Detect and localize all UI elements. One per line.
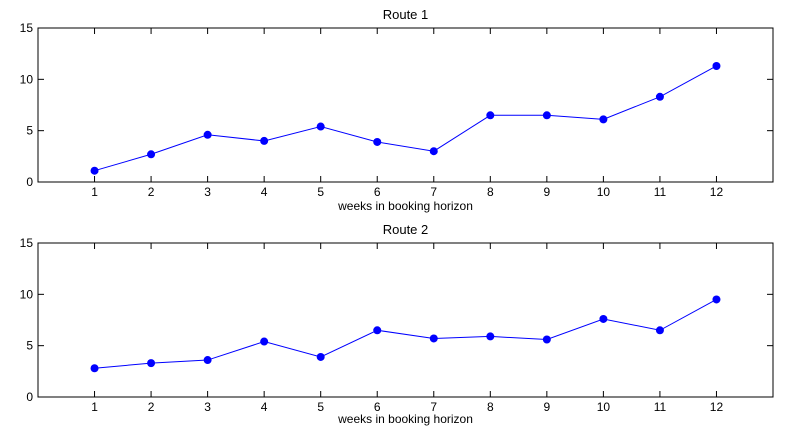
route-1-y-tick-label: 10 [20,72,34,86]
route-1-y-tick-label: 0 [26,175,33,189]
route-1-x-tick-label: 1 [91,185,98,199]
route-1-title: Route 1 [383,7,429,22]
route-1-x-tick-label: 7 [430,185,437,199]
route-1-x-tick-label: 3 [204,185,211,199]
route-1-data-point [90,166,99,175]
route-1-x-tick-label: 6 [374,185,381,199]
route-2-y-tick-label: 5 [26,339,33,353]
route-2-x-tick-label: 5 [317,400,324,414]
route-2-x-tick-label: 1 [91,400,98,414]
route-2-x-tick-label: 12 [710,400,724,414]
route-1-data-point [260,136,269,145]
route-1-x-tick-label: 9 [544,185,551,199]
route-1-x-tick-label: 10 [597,185,611,199]
route-2-data-point [316,352,325,361]
route-2-x-tick-label: 6 [374,400,381,414]
route-2-data-point [542,335,551,344]
route-2-x-tick-label: 11 [654,400,667,414]
route-2-x-tick-label: 3 [204,400,211,414]
route-2-x-tick-label: 9 [544,400,551,414]
route-1-x-tick-label: 8 [487,185,494,199]
route-1-data-point [373,137,382,146]
route-1-x-tick-label: 4 [261,185,268,199]
route-1-data-point [316,122,325,131]
route-2-series-line [94,299,717,369]
route-2-data-point [712,295,721,304]
route-1-data-point [712,61,721,70]
route-1-x-tick-label: 12 [710,185,724,199]
route-1-x-tick-label: 2 [148,185,155,199]
route-1-x-axis-label: weeks in booking horizon [337,199,473,213]
route-2-data-point [655,326,664,335]
route-2-title: Route 2 [383,222,429,237]
route-2-y-tick-label: 10 [20,287,34,301]
route-2-y-tick-label: 15 [20,236,34,250]
route-2-x-tick-label: 4 [261,400,268,414]
route-2-data-point [90,364,99,373]
route-2-data-point [260,337,269,346]
route-1-axes-box [37,27,774,183]
route-2-y-tick-label: 0 [26,390,33,404]
route-2-data-point [373,326,382,335]
route-2-x-tick-label: 2 [148,400,155,414]
route-1-series-line [94,65,717,172]
route-1-data-point [542,111,551,120]
route-1-y-tick-label: 15 [20,21,34,35]
route-1-y-tick-label: 5 [26,124,33,138]
route-1-data-point [599,115,608,124]
route-2-data-point [147,359,156,368]
route-1-x-tick-label: 5 [317,185,324,199]
route-2-data-point [486,332,495,341]
route-1-data-point [429,147,438,156]
route-1-data-point [203,130,212,139]
route-2-axes-box [37,242,774,398]
route-2-data-point [429,334,438,343]
route-1-data-point [655,92,664,101]
route-2-x-axis-label: weeks in booking horizon [337,412,473,426]
route-1-data-point [486,111,495,120]
route-2-data-point [599,314,608,323]
route-2-x-tick-label: 10 [597,400,611,414]
route-2-x-tick-label: 8 [487,400,494,414]
route-2-x-tick-label: 7 [430,400,437,414]
route-1-x-tick-label: 11 [654,185,667,199]
route-2-data-point [203,356,212,365]
route-1-data-point [147,150,156,159]
